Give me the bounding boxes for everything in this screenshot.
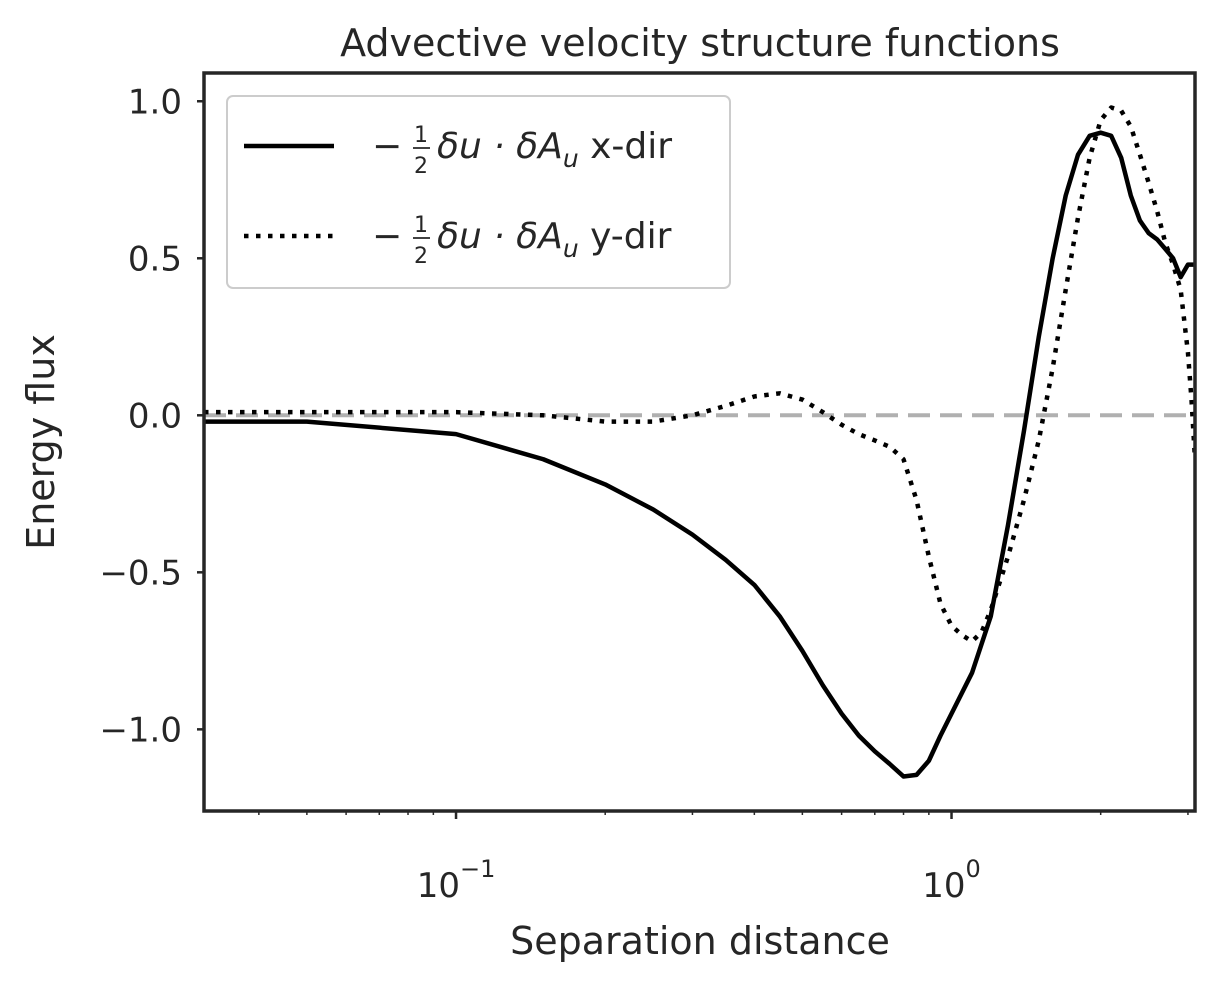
svg-text:−: − <box>372 126 402 167</box>
svg-text:δu · δAu y-dir: δu · δAu y-dir <box>437 216 672 263</box>
y-tick-group: 1.0 0.5 0.0 −0.5 −1.0 <box>99 82 204 750</box>
y-tick-label: −1.0 <box>99 710 182 750</box>
legend-label-y-dir: −1 2 δu · δAu y-dir <box>372 213 672 269</box>
plot-frame <box>202 71 1197 813</box>
x-tick-group: 10−1 100 <box>258 811 1189 906</box>
y-tick-label: 0.5 <box>128 239 182 279</box>
y-tick-label: −0.5 <box>99 553 182 593</box>
svg-text:−: − <box>372 216 402 257</box>
svg-text:2: 2 <box>414 154 428 179</box>
series-line-x-dir <box>204 130 1195 779</box>
legend: −12 δu · δAu x-dir− 12 δu · δAu y-dir <box>226 95 731 289</box>
svg-text:δu · δAu x-dir: δu · δAu x-dir <box>437 126 672 173</box>
legend-label-x-dir: −1 2 δu · δAu x-dir <box>372 123 672 179</box>
x-axis-label: Separation distance <box>510 919 890 963</box>
x-tick-label: 10−1 <box>417 855 496 906</box>
y-tick-label: 1.0 <box>128 82 182 122</box>
y-axis-label: Energy flux <box>19 334 63 550</box>
svg-text:1: 1 <box>414 213 428 238</box>
svg-text:2: 2 <box>414 244 428 269</box>
chart-title: Advective velocity structure functions <box>340 21 1060 65</box>
svg-text:1: 1 <box>414 123 428 148</box>
y-tick-label: 0.0 <box>128 396 182 436</box>
plot-area <box>204 105 1195 779</box>
legend-box <box>226 95 731 289</box>
x-tick-label: 100 <box>922 855 981 906</box>
